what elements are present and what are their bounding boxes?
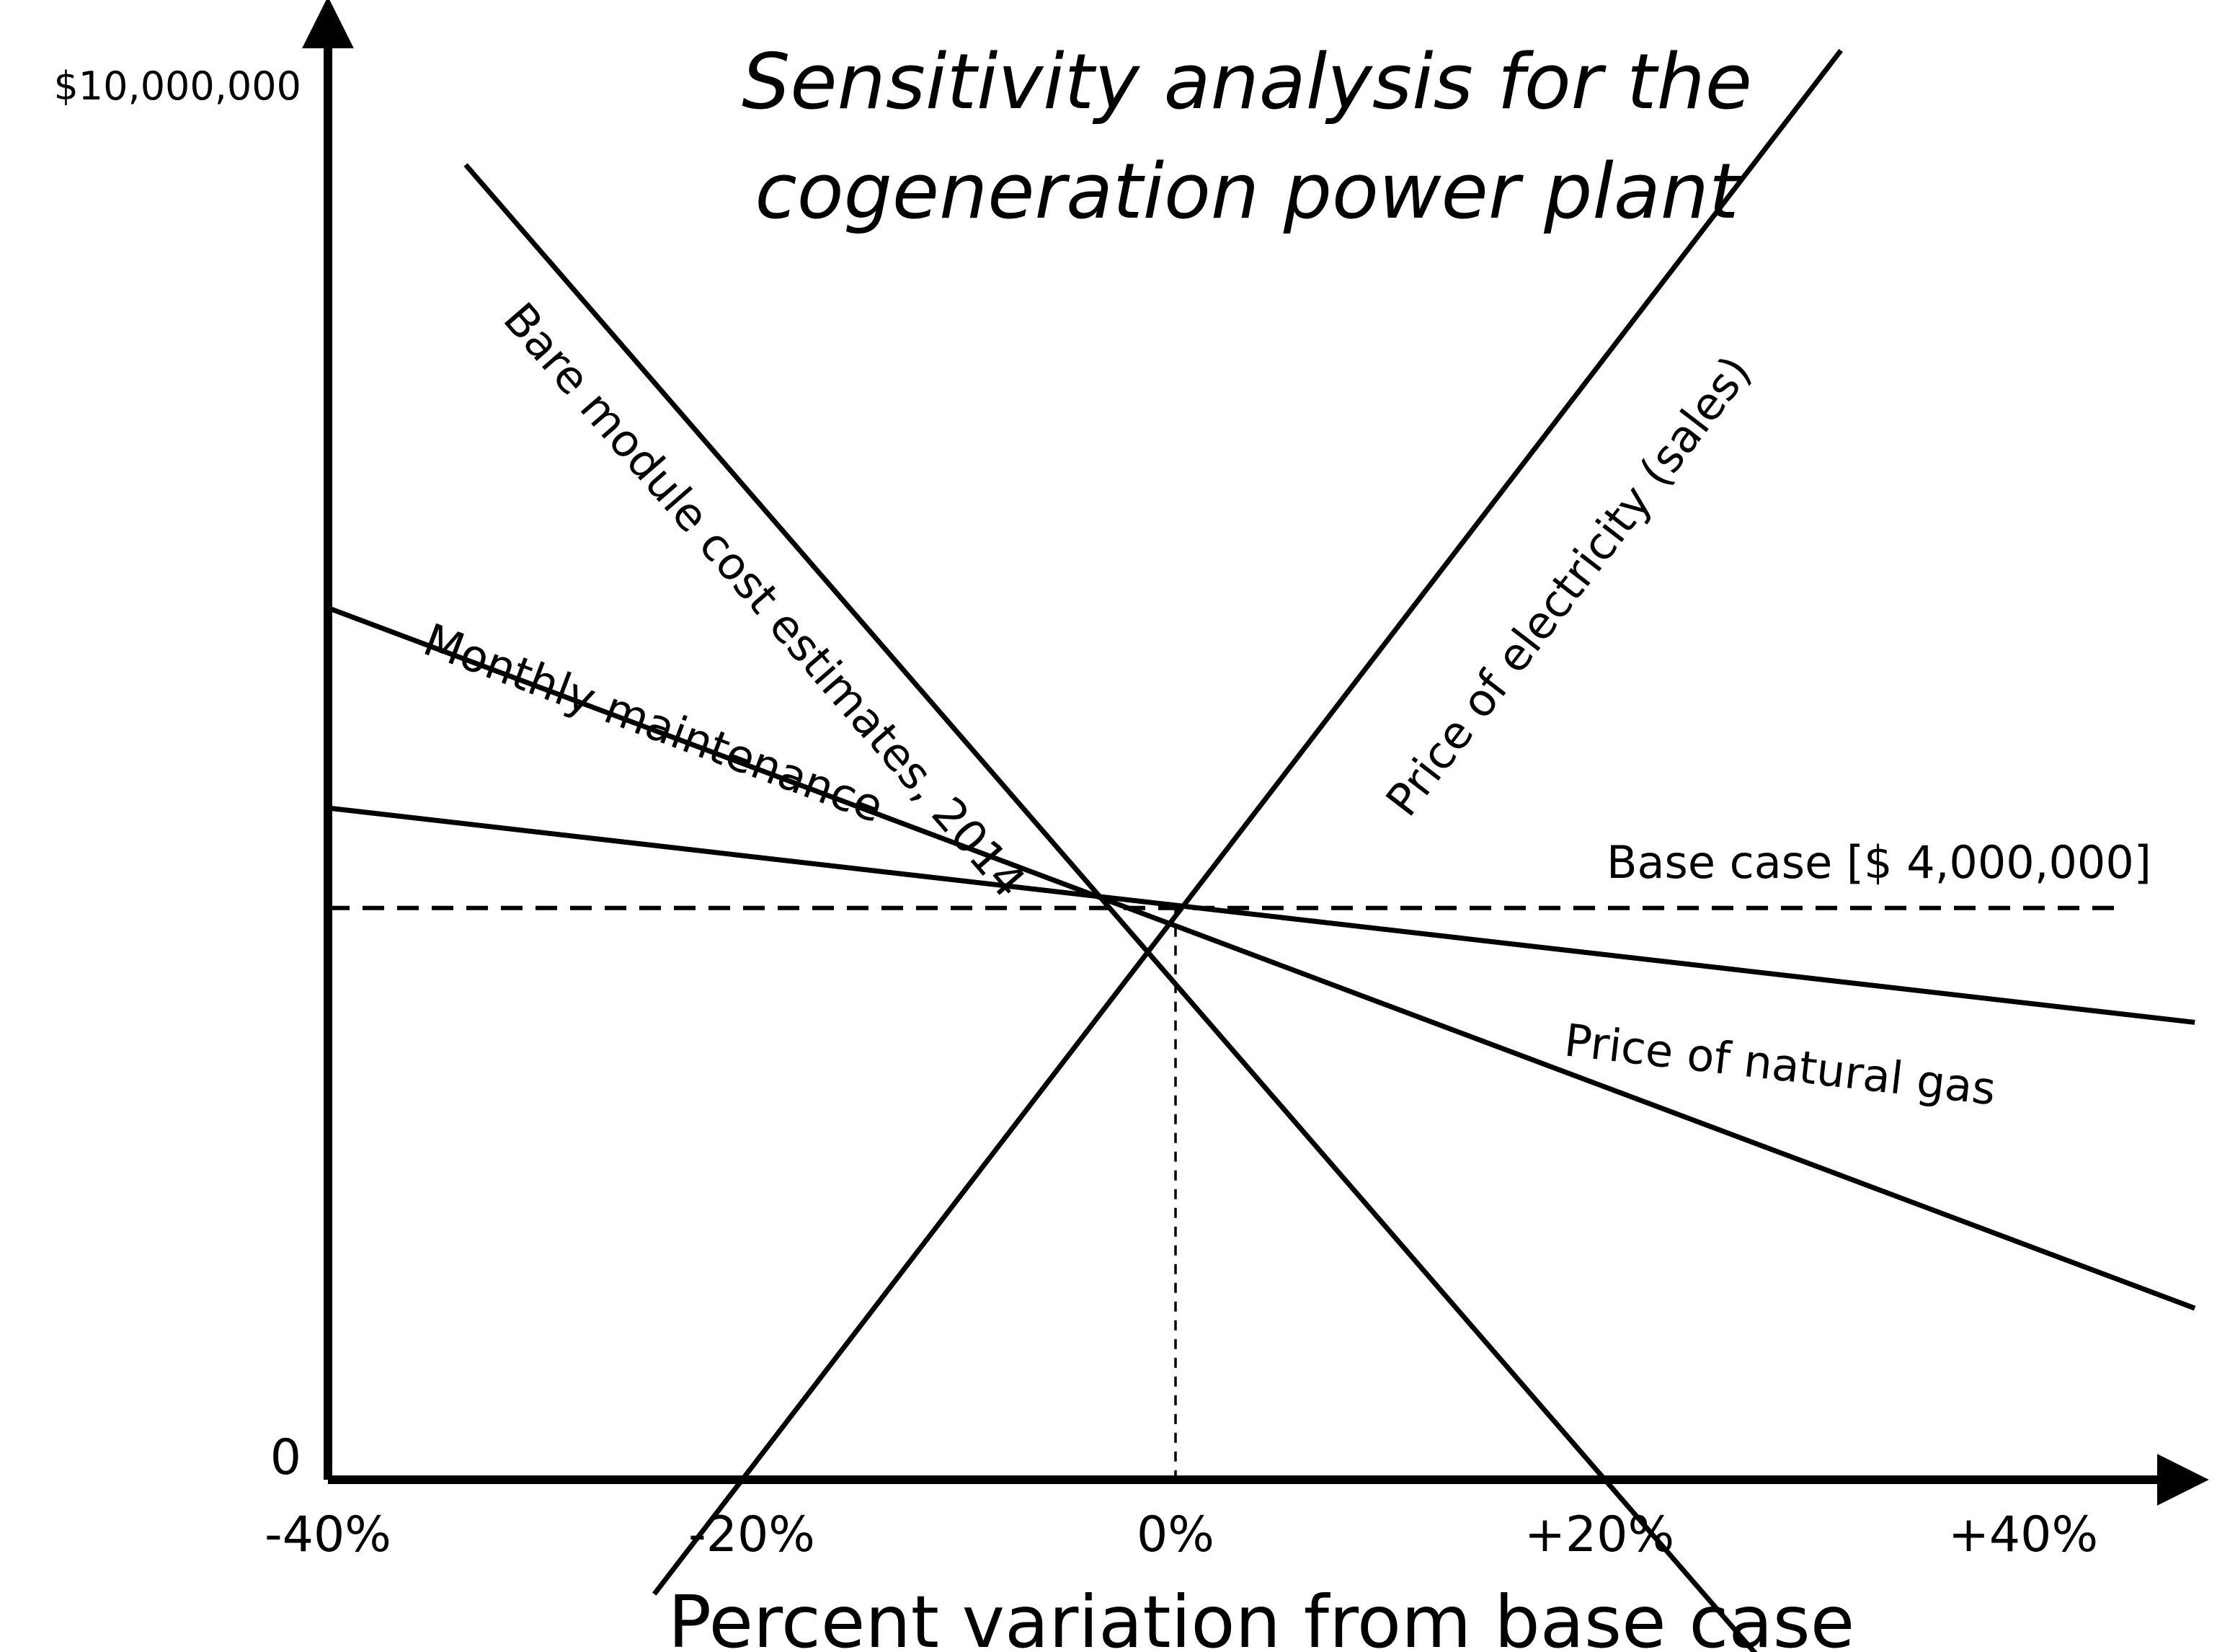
x-tick-label: 0%	[1137, 1506, 1214, 1563]
x-tick-label: -40%	[265, 1506, 391, 1563]
series-label-group-bare-module-cost-estimates-2014: Bare module cost estimates, 2014	[493, 293, 1036, 907]
series-line-price-of-electricity-sales	[654, 50, 1841, 1594]
x-tick-label: +20%	[1524, 1506, 1674, 1563]
series-layer: Base case [$ 4,000,000] Price of electric…	[328, 50, 2195, 1652]
y-tick-label: $10,000,000	[53, 63, 301, 109]
series-label-bare-module-cost-estimates-2014: Bare module cost estimates, 2014	[493, 293, 1036, 907]
chart-title-line-2: cogeneration power plant	[755, 147, 1741, 236]
x-axis-label: Percent variation from base case	[668, 1580, 1855, 1652]
series-label-group-price-of-electricity-sales: Price of electricity (sales)	[1376, 346, 1761, 826]
series-label-price-of-electricity-sales: Price of electricity (sales)	[1376, 346, 1761, 826]
x-tick-label: -20%	[688, 1506, 815, 1563]
base-case-label: Base case [$ 4,000,000]	[1607, 836, 2151, 889]
series-label-group-price-of-natural-gas: Price of natural gas	[1562, 1013, 1999, 1115]
y-tick-label: 0	[270, 1429, 301, 1486]
chart-title-line-1: Sensitivity analysis for the	[742, 37, 1752, 126]
x-tick-label: +40%	[1948, 1506, 2098, 1563]
series-label-price-of-natural-gas: Price of natural gas	[1562, 1013, 1999, 1115]
